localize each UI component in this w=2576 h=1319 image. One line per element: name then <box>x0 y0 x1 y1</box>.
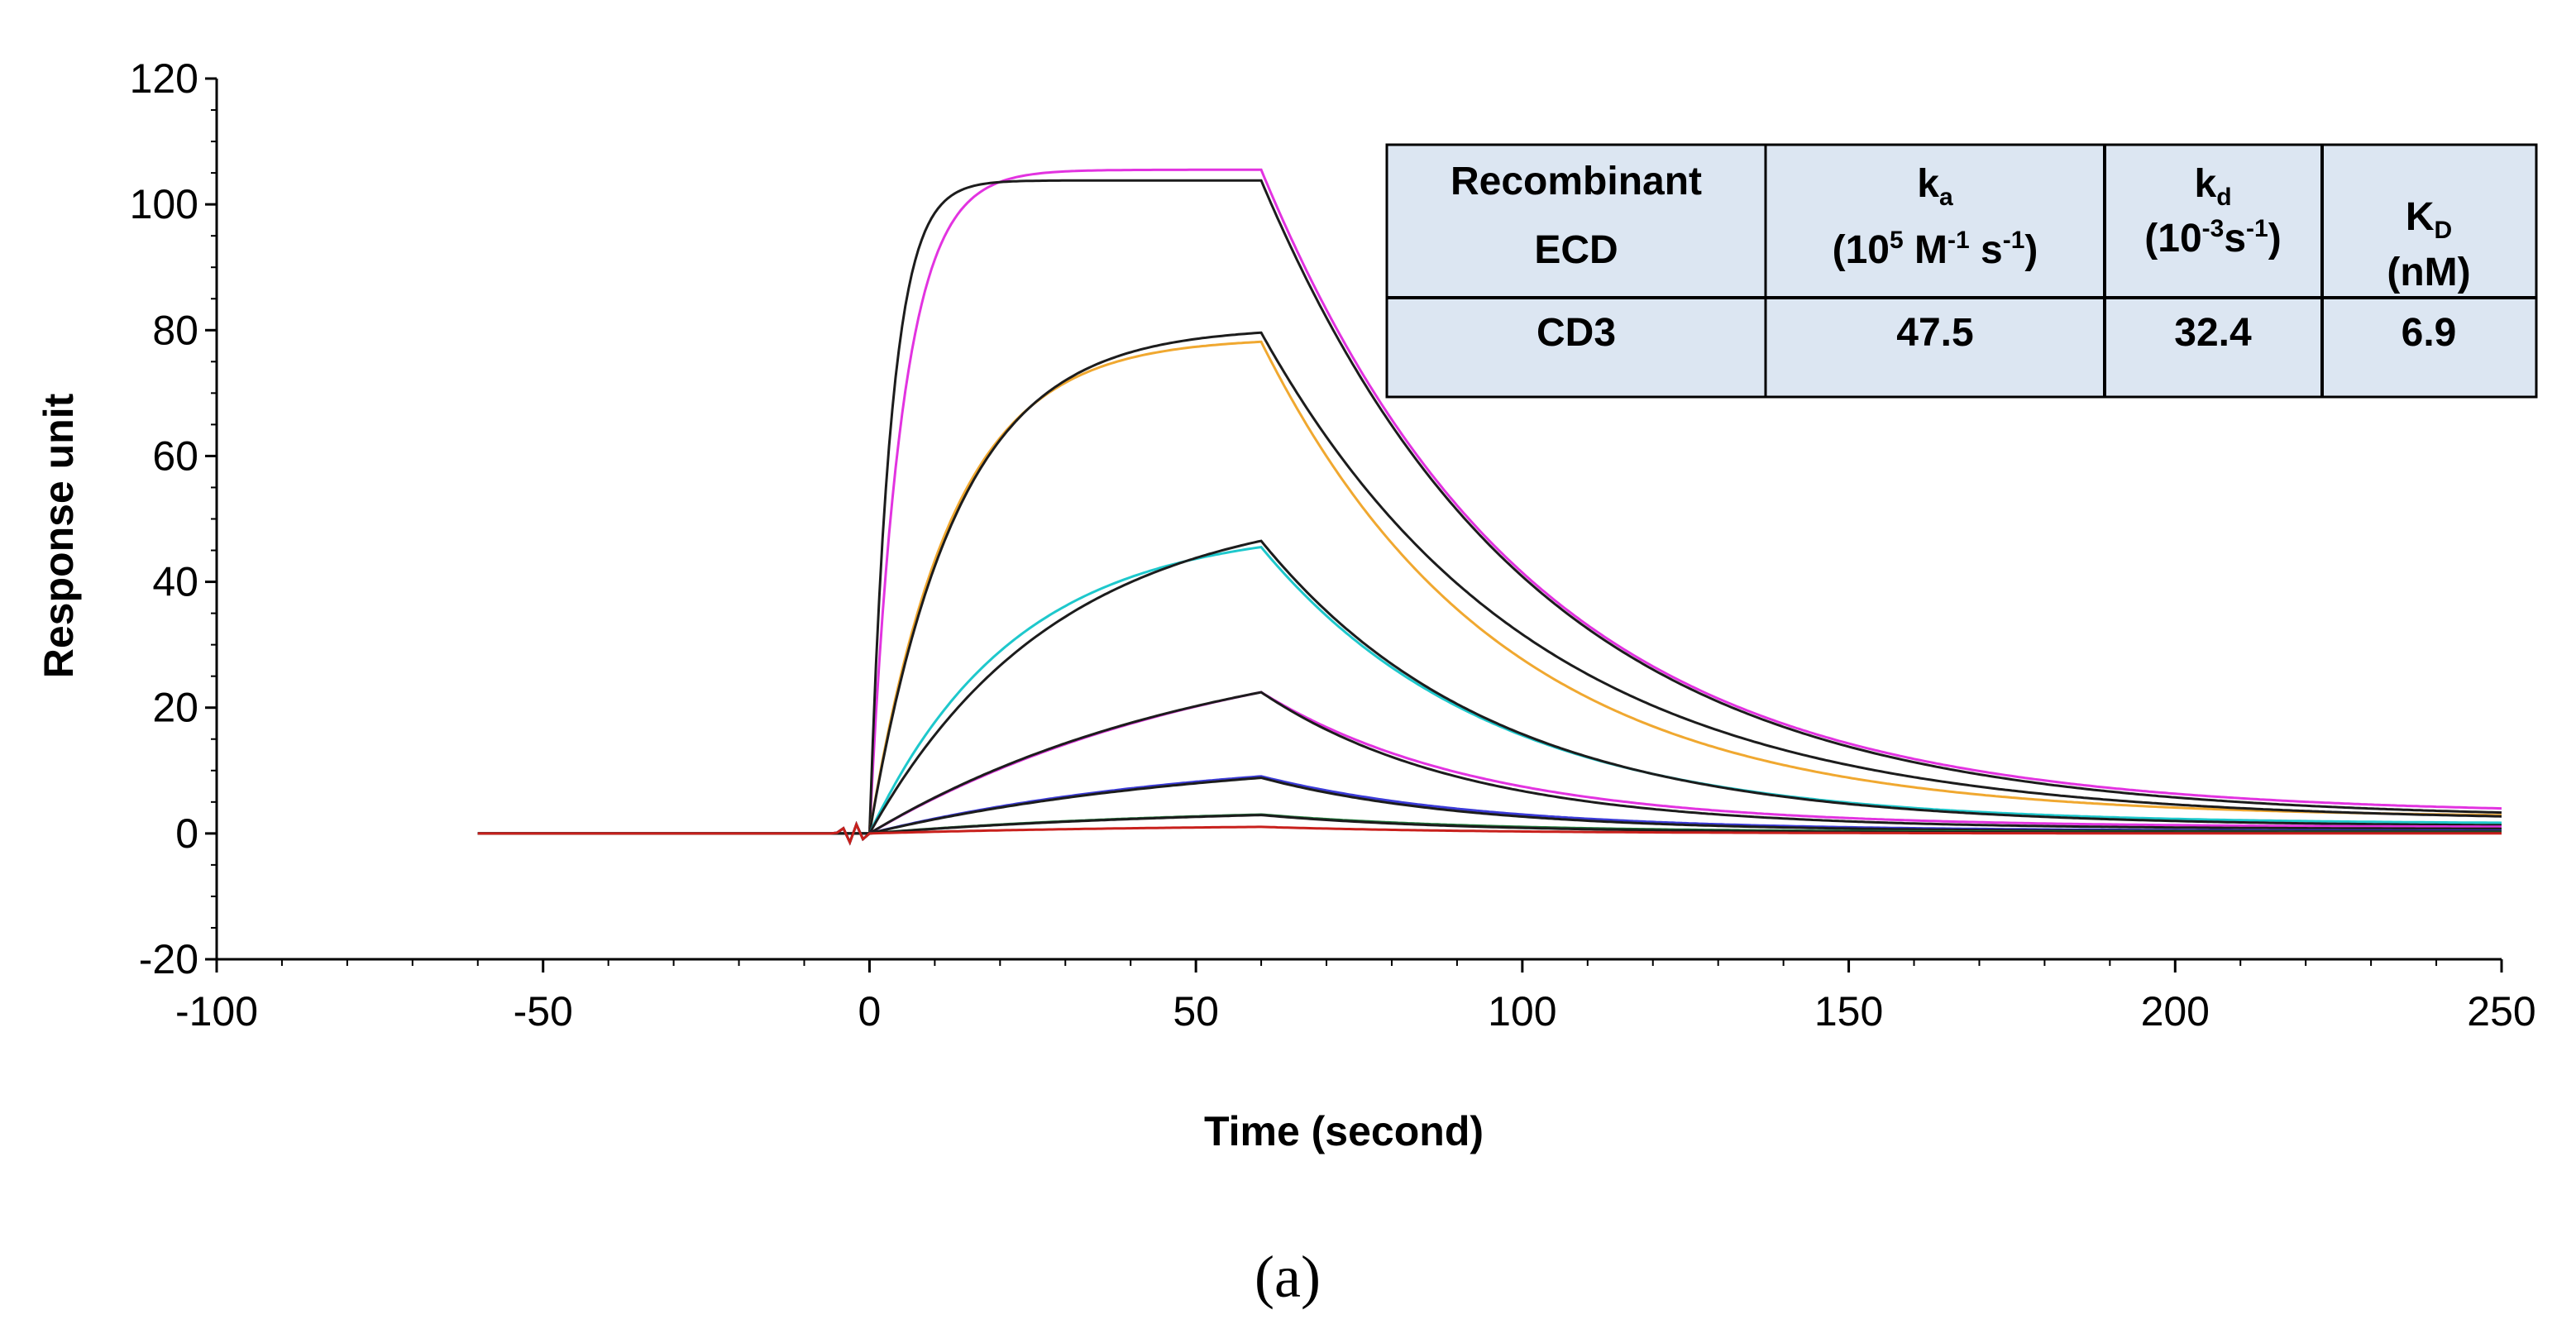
x-ticks <box>215 959 2503 973</box>
y-tick-label-100: 100 <box>130 181 198 227</box>
panel-label: (a) <box>1255 1244 1321 1310</box>
table-cell-kd: 32.4 <box>2174 311 2252 355</box>
x-tick-label--100: -100 <box>175 988 258 1035</box>
series-fit-4 <box>477 691 2502 835</box>
y-tick-label-80: 80 <box>152 307 198 353</box>
table-header-kd: kd <box>2194 162 2231 211</box>
table-header-bg <box>1385 143 2538 399</box>
table-cell-ecd: CD3 <box>1537 311 1616 355</box>
x-tick-label-100: 100 <box>1488 988 1556 1035</box>
table-header-ka: ka <box>1917 162 1953 211</box>
series-measured-2 <box>477 340 2502 846</box>
table-cell-ka: 47.5 <box>1896 311 1973 355</box>
y-tick-label--20: -20 <box>139 936 198 982</box>
series-fit-1 <box>477 179 2502 835</box>
y-tick-label-0: 0 <box>175 810 198 857</box>
table-header-recombinant: Recombinant <box>1450 160 1702 203</box>
table-header-ecd: ECD <box>1534 228 1618 272</box>
table-header-KD: KD <box>2406 195 2452 244</box>
series-fit-3 <box>477 539 2502 835</box>
y-ticks <box>205 77 217 961</box>
series-measured-7 <box>477 820 2502 846</box>
series-fit-2 <box>477 331 2502 835</box>
y-tick-label-120: 120 <box>130 55 198 102</box>
x-tick-label-50: 50 <box>1173 988 1219 1035</box>
table-header-ka-units: (105 M-1 s-1) <box>1833 227 2038 272</box>
y-tick-label-60: 60 <box>152 432 198 479</box>
y-axis-title: Response unit <box>36 393 82 678</box>
table-header-KD-units: (nM) <box>2387 251 2470 294</box>
table-header-kd-units: (10-3s-1) <box>2144 215 2281 260</box>
y-tick-label-40: 40 <box>152 559 198 605</box>
axes <box>205 77 2503 973</box>
series-measured-1 <box>477 168 2502 846</box>
x-axis-title: Time (second) <box>1204 1108 1484 1154</box>
x-tick-label-250: 250 <box>2467 988 2535 1035</box>
x-tick-label-0: 0 <box>858 988 882 1035</box>
y-tick-labels: -20 0 20 40 60 80 100 120 <box>130 55 198 982</box>
y-tick-label-20: 20 <box>152 685 198 731</box>
x-tick-label-200: 200 <box>2141 988 2210 1035</box>
table-cell-KD: 6.9 <box>2402 311 2457 355</box>
series-layer <box>477 168 2502 846</box>
x-tick-labels: -100 -50 0 50 100 150 200 250 <box>175 988 2536 1035</box>
kinetics-table: Recombinant ECD ka (105 M-1 s-1) kd (10-… <box>1385 143 2538 399</box>
x-tick-label--50: -50 <box>514 988 573 1035</box>
x-tick-label-150: 150 <box>1814 988 1883 1035</box>
